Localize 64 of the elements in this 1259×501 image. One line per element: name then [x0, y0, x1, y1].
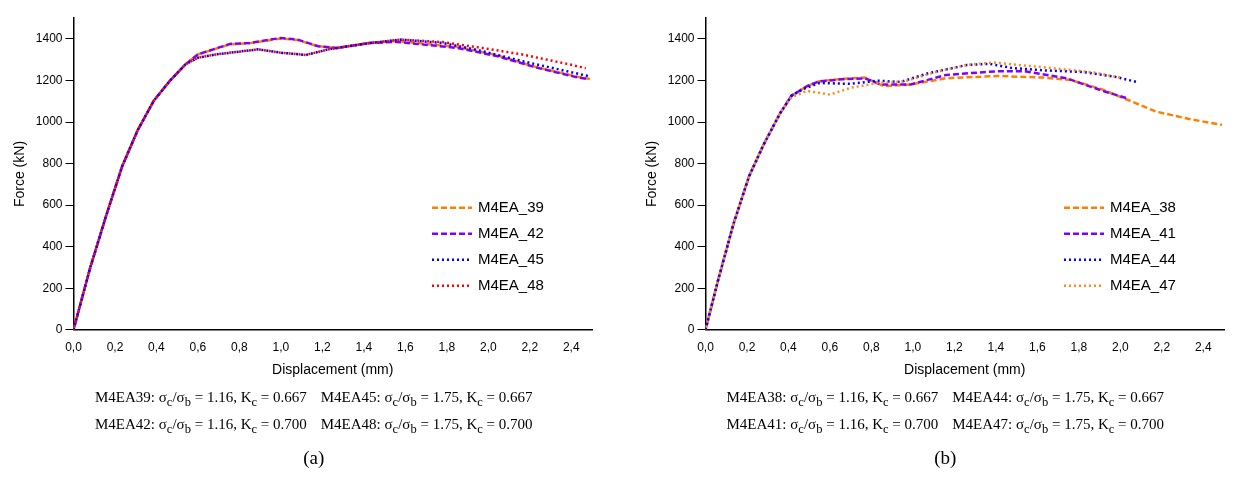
legend-label: M4EA_39 — [478, 197, 544, 215]
x-tick-label: 0,6 — [189, 340, 207, 355]
x-tick-label: 1,6 — [396, 340, 414, 355]
legend-label: M4EA_38 — [1109, 197, 1176, 215]
x-tick-label: 1,4 — [355, 340, 373, 355]
x-tick-label: 0,8 — [862, 340, 880, 355]
x-tick-label: 1,8 — [1069, 340, 1087, 355]
y-tick-label: 600 — [42, 197, 63, 212]
y-axis-title: Force (kN) — [642, 140, 659, 208]
text: M4EA42: σ$_{c}$/σ$_{b}$ = 1.16, K$_{c}$ = 0.700 — [95, 416, 307, 437]
x-tick-label: 0,8 — [231, 340, 249, 355]
text: M4EA48: σ$_{c}$/σ$_{b}$ = 1.75, K$_{c}$ = 0.700 — [320, 416, 533, 437]
text: M4EA47: σ$_{c}$/σ$_{b}$ = 1.75, K$_{c}$ = 0.700 — [952, 416, 1164, 437]
x-axis-title: Displacement (mm) — [903, 361, 1025, 378]
y-tick-label: 800 — [42, 155, 63, 170]
y-axis-title: Force (kN) — [11, 140, 28, 208]
text: (b) — [933, 447, 958, 469]
y-tick-label: 1000 — [667, 114, 695, 129]
y-tick-label: 1000 — [35, 114, 63, 129]
legend-label: M4EA_42 — [478, 223, 544, 241]
legend-label: M4EA_47 — [1109, 275, 1176, 293]
x-tick-label: 1,2 — [945, 340, 963, 355]
legend-label: M4EA_44 — [1109, 249, 1176, 267]
x-tick-label: 1,0 — [904, 340, 922, 355]
x-tick-label: 2,4 — [1194, 340, 1212, 355]
y-tick-label: 400 — [673, 239, 695, 254]
y-tick-label: 800 — [673, 155, 695, 170]
y-tick-label: 600 — [673, 197, 695, 212]
x-tick-label: 0,4 — [779, 340, 797, 355]
x-tick-label: 2,2 — [521, 340, 539, 355]
x-tick-label: 0,6 — [821, 340, 839, 355]
x-tick-label: 2,4 — [562, 340, 580, 355]
y-tick-label: 200 — [42, 280, 63, 295]
x-axis-title: Displacement (mm) — [272, 361, 394, 378]
y-tick-label: 1200 — [667, 72, 695, 87]
x-tick-label: 0,2 — [106, 340, 124, 355]
x-tick-label: 2,0 — [479, 340, 497, 355]
x-tick-label: 1,4 — [987, 340, 1005, 355]
x-tick-label: 0,0 — [696, 340, 714, 355]
y-tick-label: 1400 — [667, 31, 695, 46]
text: M4EA39: σ$_{c}$/σ$_{b}$ = 1.16, K$_{c}$ = 0.667 — [95, 389, 307, 410]
x-tick-label: 1,6 — [1028, 340, 1046, 355]
text: M4EA45: σ$_{c}$/σ$_{b}$ = 1.75, K$_{c}$ = 0.667 — [320, 389, 533, 410]
y-tick-label: 1200 — [35, 72, 63, 87]
x-tick-label: 0,2 — [738, 340, 756, 355]
legend-label: M4EA_48 — [478, 275, 544, 293]
legend-label: M4EA_45 — [478, 249, 544, 267]
x-tick-label: 0,0 — [65, 340, 83, 355]
text: (a) — [302, 447, 326, 469]
x-tick-label: 1,8 — [438, 340, 456, 355]
y-tick-label: 1400 — [35, 31, 63, 46]
x-tick-label: 1,0 — [272, 340, 290, 355]
y-tick-label: 400 — [42, 239, 63, 254]
y-tick-label: 200 — [673, 280, 695, 295]
text: M4EA38: σ$_{c}$/σ$_{b}$ = 1.16, K$_{c}$ = 0.667 — [726, 389, 939, 410]
x-tick-label: 0,4 — [148, 340, 166, 355]
y-tick-label: 0 — [55, 322, 63, 337]
x-tick-label: 2,0 — [1111, 340, 1129, 355]
legend-label: M4EA_41 — [1109, 223, 1176, 241]
y-tick-label: 0 — [687, 322, 695, 337]
x-tick-label: 2,2 — [1152, 340, 1170, 355]
x-tick-label: 1,2 — [314, 340, 332, 355]
text: M4EA41: σ$_{c}$/σ$_{b}$ = 1.16, K$_{c}$ = 0.700 — [726, 416, 939, 437]
text: M4EA44: σ$_{c}$/σ$_{b}$ = 1.75, K$_{c}$ = 0.667 — [952, 389, 1164, 410]
